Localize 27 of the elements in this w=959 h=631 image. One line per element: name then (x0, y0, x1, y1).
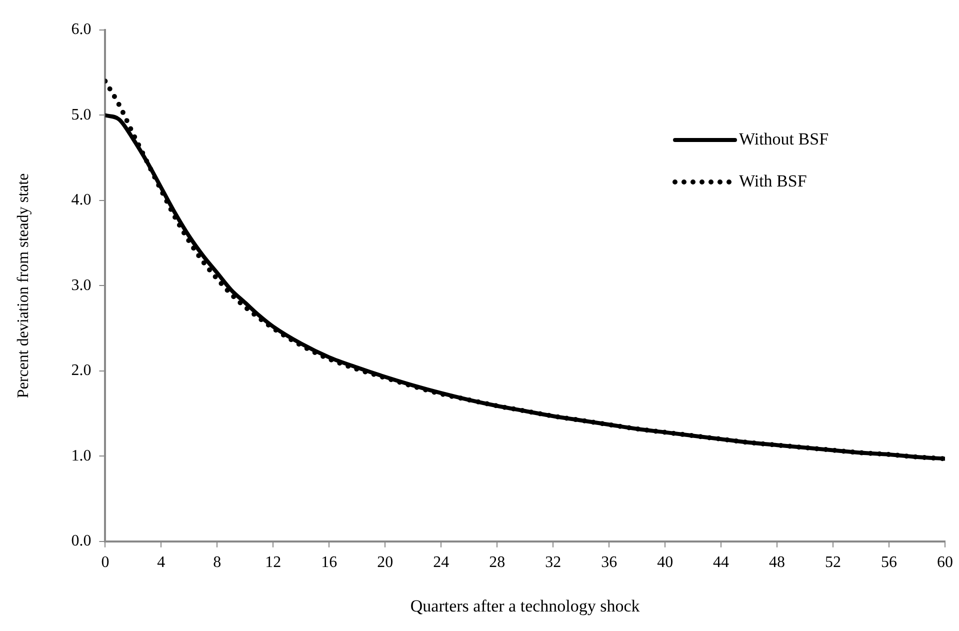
x-tick-label: 52 (825, 554, 842, 572)
x-tick-label: 28 (489, 554, 506, 572)
x-tick-label: 16 (321, 554, 338, 572)
y-tick-label: 5.0 (71, 106, 92, 124)
y-tick-label: 3.0 (71, 276, 92, 294)
x-tick-label: 40 (657, 554, 674, 572)
y-tick-label: 0.0 (71, 532, 92, 550)
x-tick-label: 4 (157, 554, 166, 572)
y-axis-title: Percent deviation from steady state (14, 173, 32, 398)
x-tick-label: 8 (213, 554, 222, 572)
y-tick-label: 1.0 (71, 447, 92, 464)
x-tick-label: 56 (881, 554, 898, 572)
x-axis-title: Quarters after a technology shock (410, 596, 640, 616)
y-tick-label: 6.0 (71, 21, 92, 38)
x-tick-label: 0 (101, 554, 110, 572)
x-tick-label: 12 (265, 554, 282, 572)
x-tick-label: 32 (545, 554, 562, 572)
x-tick-label: 60 (937, 554, 953, 572)
x-tick-label: 36 (601, 554, 618, 572)
legend-label: With BSF (739, 171, 807, 190)
x-tick-label: 20 (377, 554, 394, 572)
x-tick-label: 44 (713, 554, 730, 572)
y-tick-label: 2.0 (71, 362, 92, 380)
x-tick-label: 48 (769, 554, 786, 572)
x-tick-label: 24 (433, 554, 450, 572)
legend-label: Without BSF (739, 129, 829, 148)
y-tick-label: 4.0 (71, 192, 92, 209)
